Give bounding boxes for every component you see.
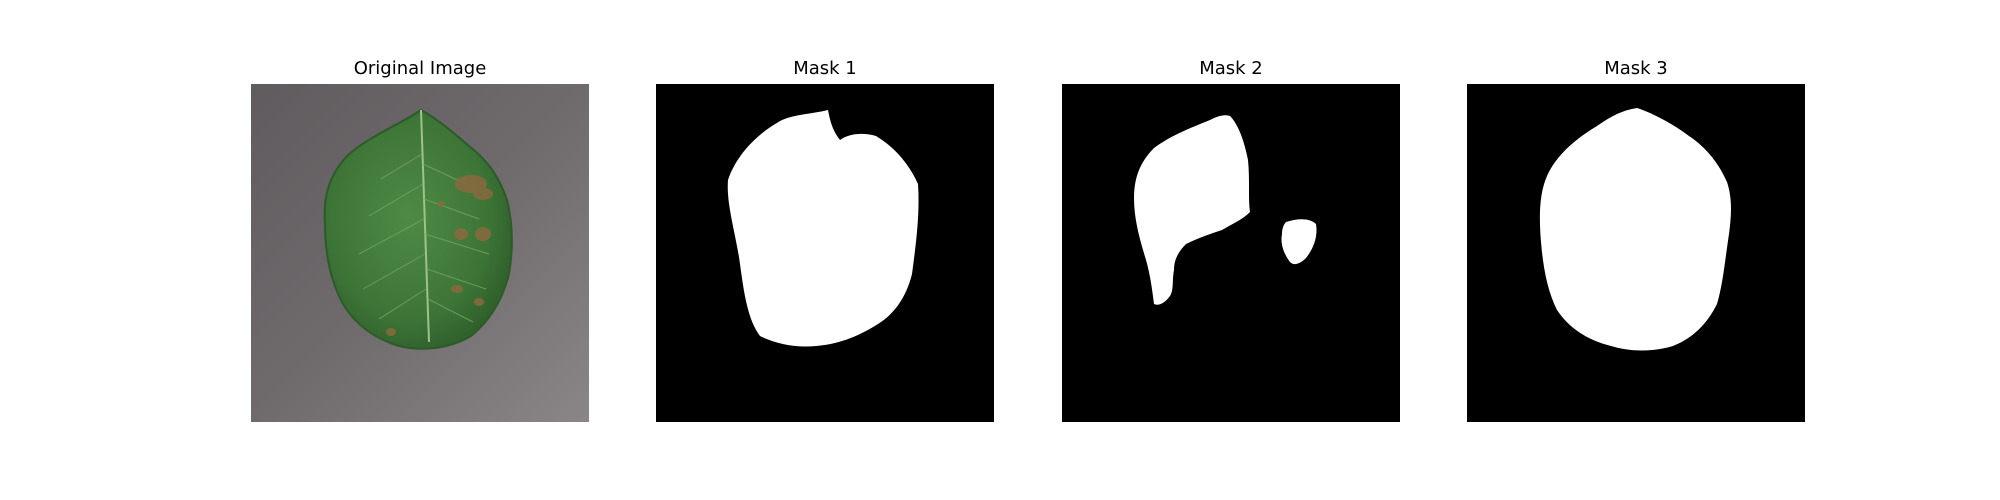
mask-2-image — [1062, 84, 1400, 422]
leaf-photo — [251, 84, 589, 422]
mask-1 — [656, 84, 994, 422]
original-image — [251, 84, 589, 422]
leaf-shape — [323, 108, 513, 350]
mask-1-region — [727, 110, 919, 347]
panel-title-mask-1: Mask 1 — [793, 58, 857, 79]
panel-title-mask-2: Mask 2 — [1199, 58, 1263, 79]
mask-2-region-main — [1134, 115, 1250, 305]
mask-1-image — [656, 84, 994, 422]
panel-title-original: Original Image — [353, 58, 487, 79]
mask-2 — [1062, 84, 1400, 422]
panel-title-mask-3: Mask 3 — [1604, 58, 1668, 79]
mask-3-image — [1467, 84, 1805, 422]
mask-3-region — [1539, 108, 1731, 351]
mask-2-region-small — [1281, 219, 1317, 265]
mask-3 — [1467, 84, 1805, 422]
